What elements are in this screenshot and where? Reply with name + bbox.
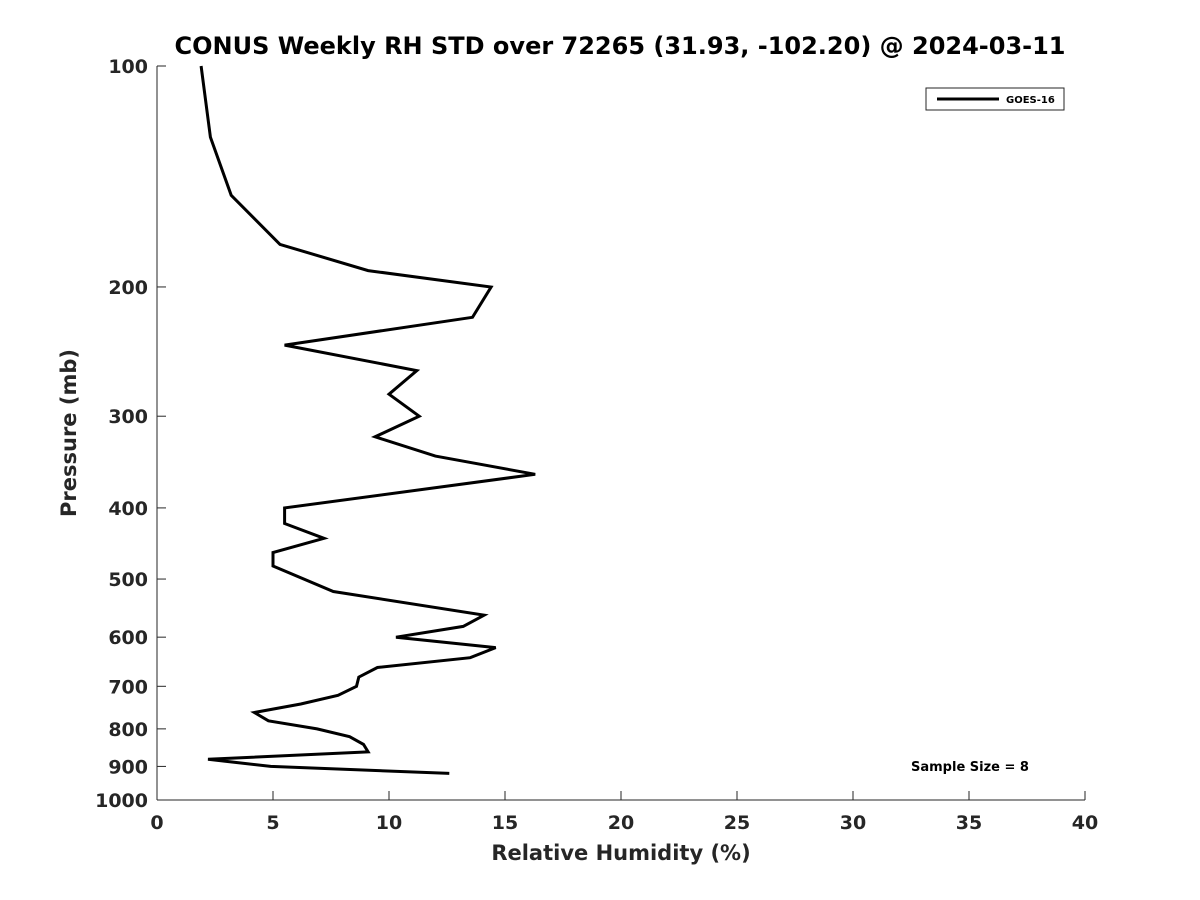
x-tick-label: 35 <box>956 812 982 834</box>
series-line-goes-16 <box>199 65 536 775</box>
y-axis-label: Pressure (mb) <box>57 349 81 517</box>
plot-axes <box>156 66 1085 801</box>
y-tick-label: 500 <box>108 569 148 591</box>
x-ticks: 0 5 10 15 20 25 30 35 40 <box>150 791 1098 834</box>
sample-size-annotation: Sample Size = 8 <box>911 760 1029 775</box>
y-tick-label: 600 <box>108 627 148 649</box>
y-tick-label: 800 <box>108 719 148 741</box>
x-tick-label: 5 <box>266 812 279 834</box>
x-tick-label: 25 <box>724 812 750 834</box>
y-tick-label: 300 <box>108 406 148 428</box>
y-tick-label: 200 <box>108 277 148 299</box>
x-tick-label: 0 <box>150 812 163 834</box>
chart-title: CONUS Weekly RH STD over 72265 (31.93, -… <box>174 32 1065 60</box>
y-ticks: 100 200 300 400 500 600 700 800 900 1000 <box>95 56 166 812</box>
x-tick-label: 20 <box>608 812 634 834</box>
x-tick-label: 10 <box>376 812 402 834</box>
x-axis-label: Relative Humidity (%) <box>491 841 750 865</box>
y-tick-label: 1000 <box>95 790 148 812</box>
y-tick-label: 900 <box>108 756 148 778</box>
x-tick-label: 40 <box>1072 812 1098 834</box>
legend: GOES-16 <box>925 87 1065 111</box>
x-tick-label: 15 <box>492 812 518 834</box>
y-tick-label: 400 <box>108 498 148 520</box>
x-tick-label: 30 <box>840 812 866 834</box>
y-tick-label: 100 <box>108 56 148 78</box>
y-tick-label: 700 <box>108 676 148 698</box>
series-layer <box>199 65 536 775</box>
legend-entry-label: GOES-16 <box>1006 95 1055 106</box>
